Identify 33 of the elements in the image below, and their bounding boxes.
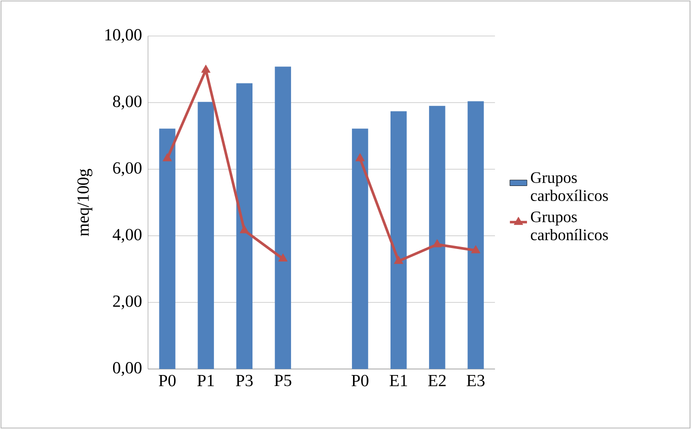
x-tick-label: P0 [158,374,176,386]
y-axis-title: meq/100g [77,168,92,236]
y-tick-label: 0,00 [113,362,142,376]
point [240,225,249,234]
bar [198,102,214,369]
legend-label: Grupos carbonílicos [530,212,608,240]
point [471,245,480,254]
x-tick-label: E3 [466,374,484,386]
x-tick-label: P0 [352,374,368,386]
x-tick-label: P5 [274,374,292,386]
y-tick-label: 2,00 [113,295,142,310]
bar [390,111,407,369]
point [432,239,442,248]
x-tick-label: P1 [197,374,214,386]
bar [468,101,484,369]
x-tick-label: P3 [236,374,253,386]
y-tick-label: 4,00 [112,228,142,243]
y-tick-label: 6,00 [113,162,142,176]
x-tick-label: E2 [428,374,446,386]
point [162,153,172,162]
legend-label: Grupos carboxílicos [530,172,608,202]
x-tick-label: E1 [390,374,408,386]
y-tick-label: 8,00 [113,96,142,110]
bar [236,83,252,369]
bar [274,66,292,369]
bar [429,106,446,369]
bar [159,128,176,369]
point [355,153,365,162]
point [278,254,288,262]
point [201,64,210,73]
bar [352,128,368,369]
y-tick-label: 10,00 [105,29,142,43]
point [394,256,404,264]
